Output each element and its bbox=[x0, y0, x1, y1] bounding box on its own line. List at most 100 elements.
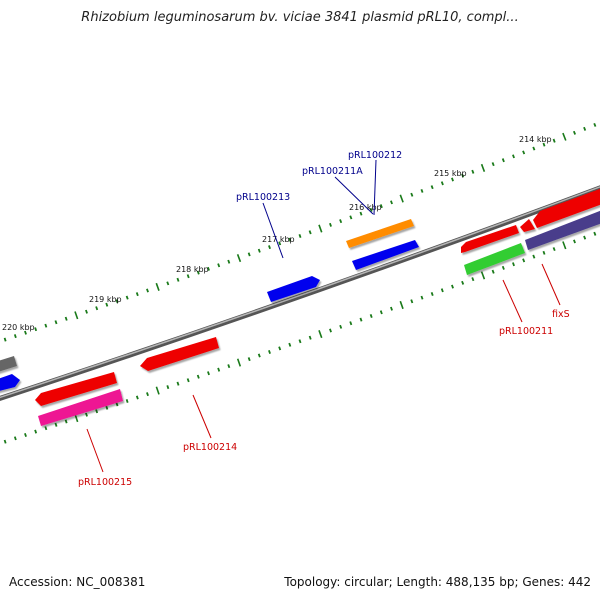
inner-ring-tick bbox=[410, 299, 414, 304]
outer-ring-tick bbox=[278, 241, 282, 246]
inner-ring-tick bbox=[399, 300, 404, 310]
outer-ring-tick bbox=[95, 306, 99, 311]
outer-ring-tick bbox=[572, 130, 577, 135]
label-fixS[interactable]: fixS bbox=[552, 309, 570, 320]
leader-line-pRL100213 bbox=[262, 202, 284, 259]
tick-label-215: 215 kbp bbox=[434, 169, 467, 178]
map-title: Rhizobium leguminosarum bv. viciae 3841 … bbox=[81, 10, 519, 25]
inner-ring-tick bbox=[3, 439, 7, 444]
outer-ring-tick bbox=[54, 320, 58, 325]
inner-ring-tick bbox=[491, 269, 495, 274]
gene-pRL100211A[interactable] bbox=[352, 240, 419, 270]
inner-ring-tick bbox=[268, 350, 271, 354]
inner-ring-tick bbox=[583, 235, 587, 240]
outer-ring-tick bbox=[318, 224, 323, 233]
outer-ring-tick bbox=[440, 181, 444, 186]
leader-line-pRL100211 bbox=[502, 279, 523, 323]
inner-ring-tick bbox=[125, 399, 129, 403]
gene-unlabeled-pink[interactable] bbox=[38, 389, 123, 426]
outer-ring-tick bbox=[390, 200, 393, 205]
gene-unlabeled-blue-left[interactable] bbox=[0, 374, 20, 392]
outer-tick-ring bbox=[3, 122, 597, 342]
outer-ring-tick bbox=[24, 330, 27, 335]
inner-ring-tick bbox=[227, 364, 231, 369]
gene-pRL100215[interactable] bbox=[35, 372, 117, 406]
outer-ring-tick bbox=[155, 282, 160, 291]
topology-summary: Topology: circular; Length: 488,135 bp; … bbox=[284, 575, 591, 589]
inner-ring-tick bbox=[318, 330, 323, 339]
outer-ring-tick bbox=[268, 245, 271, 250]
outer-ring-tick bbox=[34, 327, 38, 332]
label-pRL100215[interactable]: pRL100215 bbox=[78, 477, 132, 488]
tick-label-219: 219 kbp bbox=[89, 295, 122, 304]
outer-ring-tick bbox=[420, 188, 424, 193]
inner-ring-tick bbox=[247, 357, 251, 362]
outer-ring-tick bbox=[359, 211, 363, 216]
inner-ring-tick bbox=[522, 258, 526, 263]
gene-unlabeled-green[interactable] bbox=[464, 243, 525, 275]
leader-line-pRL100214 bbox=[192, 394, 212, 439]
outer-ring-tick bbox=[583, 126, 587, 131]
outer-ring-tick bbox=[552, 138, 556, 143]
inner-ring-tick bbox=[44, 426, 48, 431]
outer-ring-tick bbox=[74, 311, 79, 320]
gene-unlabeled-purple[interactable] bbox=[525, 209, 600, 250]
outer-ring-tick bbox=[451, 177, 454, 182]
gene-fixS[interactable] bbox=[533, 187, 600, 228]
gene-unlabeled-gray[interactable] bbox=[0, 356, 17, 373]
inner-ring-tick bbox=[451, 284, 454, 289]
inner-ring-tick bbox=[420, 295, 424, 300]
outer-ring-tick bbox=[329, 222, 332, 227]
inner-ring-tick bbox=[359, 317, 363, 322]
outer-ring-tick bbox=[522, 150, 526, 155]
inner-ring-tick bbox=[13, 436, 17, 441]
outer-ring-tick bbox=[512, 154, 515, 159]
label-pRL100211[interactable]: pRL100211 bbox=[499, 326, 553, 337]
label-pRL100212[interactable]: pRL100212 bbox=[348, 150, 402, 161]
outer-ring-tick bbox=[247, 252, 251, 257]
inner-ring-tick bbox=[74, 414, 79, 423]
inner-ring-tick bbox=[278, 346, 282, 351]
label-pRL100211A[interactable]: pRL100211A bbox=[302, 166, 363, 177]
outer-ring-tick bbox=[288, 237, 292, 242]
inner-ring-tick bbox=[176, 381, 180, 386]
plasmid-backbone bbox=[0, 185, 600, 401]
gene-pRL100212[interactable] bbox=[346, 219, 414, 248]
outer-ring-tick bbox=[166, 281, 170, 286]
label-pRL100214[interactable]: pRL100214 bbox=[183, 442, 237, 453]
outer-ring-tick bbox=[207, 266, 210, 271]
outer-ring-tick bbox=[227, 259, 231, 264]
outer-ring-tick bbox=[125, 295, 129, 300]
gene-pRL100213[interactable] bbox=[267, 276, 320, 302]
outer-ring-tick bbox=[64, 316, 68, 321]
plasmid-backbone-highlight bbox=[0, 186, 600, 399]
inner-ring-tick bbox=[166, 385, 170, 390]
inner-ring-tick bbox=[95, 409, 99, 414]
gene-pRL100214[interactable] bbox=[140, 337, 219, 371]
outer-ring-tick bbox=[236, 254, 242, 263]
outer-ring-tick bbox=[3, 337, 7, 342]
outer-ring-tick bbox=[369, 207, 373, 212]
outer-ring-tick bbox=[339, 219, 343, 224]
outer-ring-tick bbox=[13, 334, 17, 339]
inner-ring-tick bbox=[135, 395, 139, 400]
inner-ring-tick bbox=[105, 405, 109, 410]
tick-label-216: 216 kbp bbox=[349, 203, 382, 212]
inner-ring-tick bbox=[480, 271, 486, 280]
gene-pRL100211[interactable] bbox=[461, 225, 519, 253]
inner-ring-tick bbox=[34, 429, 38, 434]
inner-ring-tick bbox=[512, 262, 515, 267]
inner-ring-tick bbox=[593, 231, 597, 236]
inner-ring-tick bbox=[562, 241, 567, 250]
label-pRL100213[interactable]: pRL100213 bbox=[236, 192, 290, 203]
leader-line-pRL100212 bbox=[373, 159, 377, 216]
outer-ring-tick bbox=[542, 142, 546, 147]
inner-ring-tick bbox=[532, 254, 536, 259]
inner-ring-tick bbox=[85, 412, 88, 417]
inner-tick-ring bbox=[3, 231, 597, 444]
leader-line-fixS bbox=[541, 263, 561, 306]
gene-unlabeled-red-small[interactable] bbox=[520, 219, 535, 232]
outer-ring-tick bbox=[593, 122, 597, 127]
